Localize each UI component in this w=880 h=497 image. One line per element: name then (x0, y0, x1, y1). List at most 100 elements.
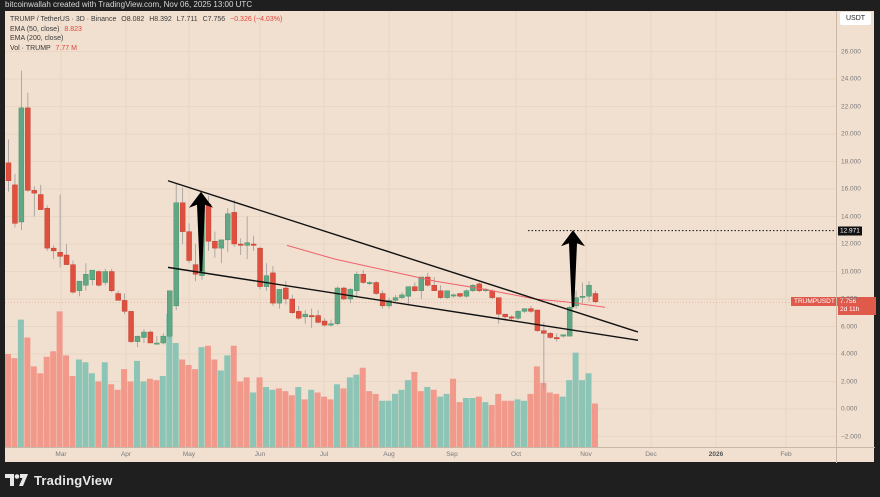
volume-bar (553, 393, 560, 447)
candle-down (308, 315, 315, 318)
candle-down (554, 337, 560, 340)
chart-legend: TRUMP / TetherUS · 3D · Binance O8.082 H… (10, 15, 282, 53)
candle-down (341, 287, 347, 300)
current-price-label: 7.756 2d 11h (838, 297, 876, 316)
legend-ema50-label: EMA (50, close) (10, 25, 60, 33)
ema50-line (286, 244, 606, 308)
legend-low: L7.711 (176, 16, 198, 23)
legend-volume-value: 7.77 M (55, 44, 77, 52)
time-tick-label: Dec (645, 451, 657, 458)
volume-bar (230, 345, 237, 447)
volume-bar (127, 381, 134, 447)
candle-up (173, 202, 179, 307)
price-tick-label: 6.000 (841, 323, 858, 330)
candle-down (237, 243, 244, 246)
volume-bar (256, 377, 263, 447)
candle-up (167, 290, 173, 337)
volume-bar (430, 389, 437, 447)
volume-bar (69, 376, 76, 447)
candle-down (128, 311, 134, 342)
candle-down (121, 300, 128, 312)
volume-bar (24, 337, 31, 447)
wedge-upper-trendline (167, 180, 639, 333)
time-tick-label: Oct (510, 451, 522, 458)
price-tick-label: 4.000 (841, 350, 858, 358)
candle-up (89, 269, 96, 280)
candle-up (160, 335, 167, 344)
volume-bar (192, 369, 199, 447)
volume-bar (82, 362, 89, 447)
candle-up (450, 294, 457, 297)
volume-bar (572, 352, 579, 447)
volume-bar (101, 362, 108, 447)
candle-down (70, 264, 76, 293)
currency-button[interactable]: USDT (840, 12, 871, 25)
volume-bar (424, 387, 431, 447)
time-tick-label: 2026 (708, 451, 724, 458)
candle-down (502, 313, 508, 318)
volume-bar (591, 403, 598, 447)
candle-up (328, 323, 334, 326)
volume-bar (398, 389, 405, 447)
volume-bar (159, 376, 166, 447)
candle-down (508, 316, 515, 319)
legend-ema200-row: EMA (200, close) (10, 34, 282, 44)
chart-plot-area[interactable]: TRUMP / TetherUS · 3D · Binance O8.082 H… (5, 11, 838, 447)
volume-bar (521, 400, 527, 447)
volume-bar (546, 392, 553, 447)
candle-down (31, 190, 37, 194)
candle-down (115, 293, 121, 301)
price-tick-label: 16.000 (841, 185, 861, 193)
time-tick-label: Mar (55, 451, 67, 458)
candle-down (25, 107, 31, 191)
candle-down (321, 320, 328, 326)
volume-bar (224, 355, 231, 447)
volume-bar (30, 366, 37, 447)
candle-up (18, 107, 25, 223)
price-tick-label: 18.000 (841, 158, 861, 165)
candle-up (579, 296, 586, 298)
candle-up (83, 274, 89, 286)
candle-up (225, 213, 231, 241)
candle-down (63, 254, 70, 265)
volume-bar (50, 351, 57, 447)
price-axis[interactable]: USDT 12.971 7.756 2d 11h 26.000 24.000 22.… (836, 11, 876, 447)
volume-bar (140, 381, 147, 447)
time-tick-label: Nov (580, 451, 592, 458)
candle-down (186, 231, 192, 261)
candle-down (289, 298, 295, 313)
candle-down (425, 276, 431, 286)
volume-bar (359, 367, 366, 447)
volume-bar (462, 398, 469, 447)
legend-ema50-value: 8.823 (64, 25, 82, 33)
candle-up (386, 300, 392, 307)
volume-bar (37, 373, 44, 447)
volume-bar (450, 378, 457, 447)
legend-close: C7.756 (202, 16, 226, 23)
time-axis[interactable]: Mar Apr May Jun Jul Aug Sep Oct Nov Dec 2026 Feb (5, 447, 836, 463)
volume-bar (353, 374, 360, 447)
volume-bar (295, 387, 302, 447)
candle-up (276, 289, 283, 304)
volume-bar (11, 358, 18, 447)
volume-bar (379, 400, 386, 447)
volume-bar (95, 381, 102, 447)
volume-bar (288, 395, 295, 447)
volume-bar (527, 393, 534, 447)
candle-down (592, 293, 599, 302)
candle-up (302, 313, 308, 318)
candle-down (270, 272, 276, 304)
legend-volume-label: Vol · TRUMP (10, 44, 51, 52)
price-tick-label: −2.000 (841, 433, 862, 440)
volume-bar (5, 354, 11, 447)
volume-bar (282, 391, 289, 447)
price-tick-label: 12.000 (841, 240, 861, 248)
candle-down (437, 290, 444, 298)
volume-bar (495, 393, 502, 447)
volume-bar (475, 396, 482, 447)
volume-bar (508, 400, 515, 447)
volume-bar (456, 402, 463, 447)
volume-bar (392, 393, 398, 447)
volume-bar (263, 387, 269, 447)
volume-bar (185, 365, 192, 447)
